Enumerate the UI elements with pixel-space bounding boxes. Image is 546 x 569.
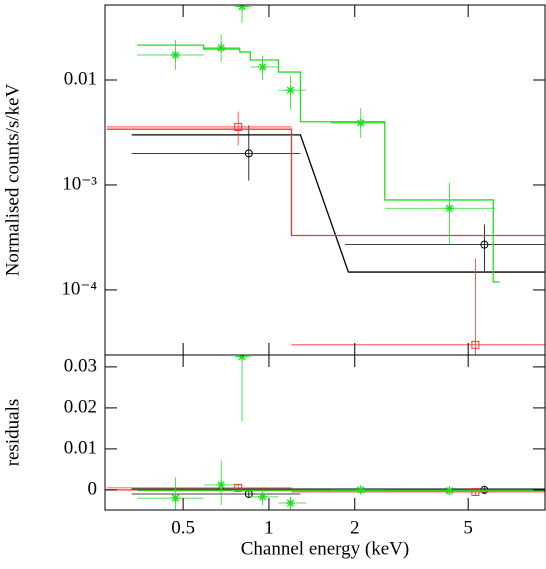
marker — [356, 118, 366, 128]
x-tick-label: 1 — [264, 517, 274, 538]
marker — [170, 493, 180, 503]
y-axis-label: residuals — [2, 399, 23, 467]
marker — [234, 122, 243, 131]
y-tick-label: 0.02 — [64, 396, 97, 417]
x-tick-label: 0.5 — [171, 517, 195, 538]
frame — [104, 354, 546, 511]
marker — [445, 203, 455, 213]
model-line — [106, 128, 545, 237]
marker — [285, 85, 295, 95]
y-tick-label: 0.01 — [64, 68, 97, 89]
plot-area — [106, 355, 545, 510]
marker — [237, 355, 247, 362]
marker — [170, 50, 180, 60]
marker — [244, 149, 253, 158]
marker — [216, 480, 226, 490]
x-tick-label: 5 — [463, 517, 473, 538]
plot-area — [106, 5, 545, 355]
x-tick-label: 2 — [350, 517, 360, 538]
marker — [445, 486, 455, 496]
y-tick-label: 10⁻⁴ — [61, 278, 97, 299]
y-tick-label: 0 — [88, 478, 98, 499]
marker — [216, 43, 226, 53]
marker — [471, 487, 480, 496]
marker — [356, 485, 366, 495]
y-axis-label: Normalised counts/s/keV — [2, 83, 23, 276]
marker — [285, 498, 295, 508]
model-line — [131, 134, 545, 273]
marker — [237, 5, 247, 12]
frame — [104, 4, 546, 356]
y-tick-label: 0.01 — [64, 437, 97, 458]
x-axis-label: Channel energy (keV) — [241, 538, 409, 559]
marker — [258, 492, 268, 502]
y-tick-label: 0.03 — [64, 355, 97, 376]
marker — [258, 62, 268, 72]
model-line — [137, 44, 500, 283]
marker — [471, 340, 480, 349]
marker — [480, 240, 489, 249]
y-tick-label: 10⁻³ — [62, 173, 97, 194]
marker — [234, 483, 243, 492]
